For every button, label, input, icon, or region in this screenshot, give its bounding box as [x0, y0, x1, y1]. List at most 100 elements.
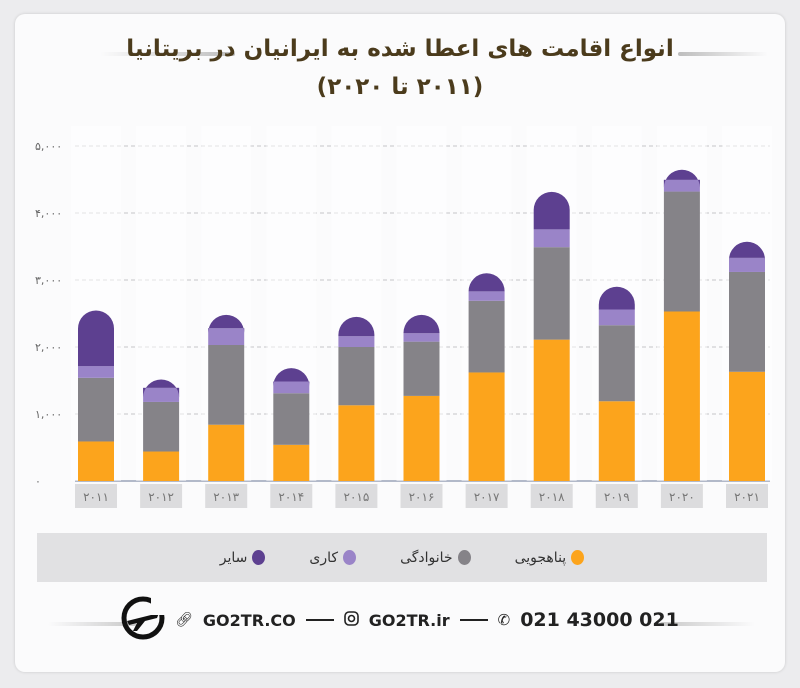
bar-segment [533, 229, 570, 248]
bar-segment [273, 393, 310, 445]
bar-segment [533, 339, 570, 481]
bar-segment [663, 179, 700, 192]
bar-segment [338, 316, 375, 337]
bar-segment [468, 273, 505, 292]
x-label-box [140, 484, 183, 508]
chart-title: انواع اقامت های اعطا شده به ایرانیان در … [0, 30, 800, 106]
x-tick-label: ۲۰۲۰ [669, 490, 695, 504]
legend-item-asylum: پناهجویی [515, 550, 585, 566]
bar-segment [143, 451, 180, 481]
instagram-handle[interactable]: GO2TR.ir [368, 610, 450, 630]
bar-segment [78, 366, 114, 378]
legend-dot-asylum [571, 550, 585, 565]
bar-segment [78, 310, 114, 367]
bar-segment [533, 191, 570, 230]
legend-item-other: سایر [220, 550, 266, 566]
bar-segment [729, 271, 765, 372]
bar-segment [403, 395, 440, 481]
bar-segment [338, 336, 375, 347]
x-tick-label: ۲۰۱۵ [344, 490, 370, 504]
bar-segment [468, 300, 505, 373]
legend-label: سایر [219, 549, 248, 566]
separator [459, 619, 488, 621]
bar-segment [273, 444, 310, 481]
separator [305, 619, 334, 621]
phone-icon: ✆ [497, 611, 511, 629]
bar-segment [143, 401, 180, 452]
x-label-box [75, 484, 117, 508]
bar-segment [729, 241, 765, 260]
bar-segment [338, 347, 375, 406]
bar-segment [208, 314, 245, 333]
legend-dot-other [252, 550, 266, 565]
link-icon: 🔗︎ [175, 612, 193, 628]
bar-segment [403, 333, 440, 342]
bar-segment [663, 169, 700, 188]
bar-segment [729, 257, 765, 272]
x-label-box [530, 484, 573, 508]
footer: 🔗︎ GO2TR.CO GO2TR.ir ✆ 021 43000 021 [0, 595, 800, 640]
bar-segment [208, 424, 245, 481]
title-line-1: انواع اقامت های اعطا شده به ایرانیان در … [126, 36, 674, 62]
legend-item-work: کاری [309, 549, 357, 566]
x-label-box [660, 484, 703, 508]
legend-item-family: خانوادگی [400, 550, 471, 566]
y-tick-label: ۱,۰۰۰ [35, 408, 62, 421]
bar-segment [78, 377, 114, 442]
bar-segment [338, 405, 375, 481]
bar-segment [143, 387, 180, 402]
x-label-box [270, 484, 313, 508]
legend-dot-work [343, 550, 357, 565]
bar-segment [403, 314, 440, 334]
bar-segment [729, 371, 765, 481]
title-decor-line-right [678, 52, 768, 56]
y-tick-label: ۵,۰۰۰ [35, 140, 62, 153]
x-label-box [465, 484, 508, 508]
x-tick-label: ۲۰۱۷ [474, 490, 500, 504]
x-tick-label: ۲۰۱۳ [213, 490, 239, 504]
x-tick-label: ۲۰۱۹ [604, 490, 630, 504]
bar-segment [273, 381, 310, 394]
bar-segment [598, 309, 635, 326]
title-line-2: (۲۰۱۱ تا ۲۰۲۰) [316, 74, 484, 100]
bar-segment [598, 325, 635, 402]
y-tick-label: ۲,۰۰۰ [35, 341, 62, 354]
legend-label: کاری [309, 549, 339, 566]
legend: پناهجویی خانوادگی کاری سایر [37, 533, 767, 582]
instagram-icon [343, 610, 359, 630]
x-label-box [205, 484, 248, 508]
y-tick-label: ۳,۰۰۰ [35, 274, 62, 287]
x-tick-label: ۲۰۲۱ [734, 490, 760, 504]
phone-number[interactable]: 021 43000 021 [520, 609, 679, 631]
bar-segment [143, 379, 180, 398]
x-label-box [335, 484, 378, 508]
x-label-box [726, 484, 768, 508]
x-tick-label: ۲۰۱۶ [409, 490, 435, 504]
bar-segment [598, 286, 635, 310]
x-tick-label: ۲۰۱۴ [278, 490, 304, 504]
y-tick-label: ۰ [35, 475, 41, 488]
go2tr-logo-icon [121, 595, 166, 645]
x-tick-label: ۲۰۱۲ [148, 490, 174, 504]
x-label-box [595, 484, 638, 508]
x-label-box [400, 484, 443, 508]
x-tick-label: ۲۰۱۸ [539, 490, 565, 504]
legend-dot-family [457, 550, 471, 565]
bar-segment [403, 341, 440, 396]
bar-segment [468, 291, 505, 301]
title-decor-line-left [100, 52, 235, 56]
bar-segment [533, 247, 570, 340]
bar-segment [468, 372, 505, 481]
bar-segment [273, 368, 310, 387]
legend-label: پناهجویی [514, 549, 567, 566]
x-tick-label: ۲۰۱۱ [83, 490, 109, 504]
bar-segment [208, 344, 245, 425]
bar-segment [208, 328, 245, 345]
bar-segment [78, 441, 114, 481]
bar-segment [598, 401, 635, 481]
bar-segment [663, 311, 700, 481]
footer-decor-line-left [48, 622, 136, 626]
website-link[interactable]: GO2TR.CO [202, 610, 296, 630]
y-tick-label: ۴,۰۰۰ [35, 207, 62, 220]
